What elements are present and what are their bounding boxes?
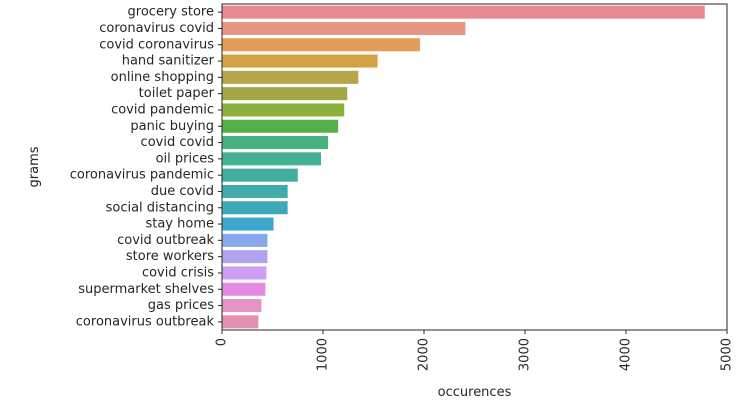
bar	[222, 315, 259, 329]
bar	[222, 299, 262, 313]
bar	[222, 54, 378, 68]
y-tick-label: coronavirus pandemic	[70, 168, 214, 183]
y-tick-label: gas prices	[148, 298, 214, 313]
x-tick-label: 0	[215, 338, 230, 346]
bar	[222, 70, 359, 84]
y-tick-label: due covid	[151, 184, 214, 199]
x-tick-label: 2000	[417, 338, 432, 371]
y-tick-label: coronavirus covid	[99, 21, 214, 36]
x-tick-label: 1000	[316, 338, 331, 371]
y-tick-label: panic buying	[130, 119, 214, 134]
bar	[222, 282, 266, 296]
y-tick-label: covid crisis	[142, 265, 214, 280]
y-tick-label: store workers	[126, 249, 214, 264]
x-tick-label: 4000	[619, 338, 634, 371]
bar	[222, 136, 329, 150]
bars-layer	[222, 5, 705, 329]
y-tick-label: social distancing	[106, 200, 214, 215]
y-tick-label: covid coronavirus	[99, 37, 214, 52]
bar	[222, 119, 339, 133]
y-tick-label: coronavirus outbreak	[76, 314, 215, 329]
y-tick-label: hand sanitizer	[122, 54, 215, 69]
bar	[222, 103, 345, 117]
y-tick-label: toilet paper	[139, 86, 215, 101]
y-tick-label: grocery store	[128, 5, 214, 20]
bar	[222, 5, 705, 19]
bar	[222, 201, 288, 215]
bar	[222, 21, 466, 35]
bar	[222, 184, 288, 198]
y-tick-label: oil prices	[156, 151, 215, 166]
x-tick-label: 5000	[720, 338, 735, 371]
bar	[222, 87, 348, 101]
bar	[222, 152, 321, 166]
y-tick-label: stay home	[145, 217, 214, 232]
x-tick-label: 3000	[518, 338, 533, 371]
bar	[222, 250, 268, 264]
plot-frame	[221, 3, 728, 331]
y-tick-label: supermarket shelves	[78, 282, 214, 297]
y-tick-label: covid covid	[141, 135, 214, 150]
x-tick-labels: 0 1000 2000 3000 4000 5000	[215, 330, 735, 371]
y-tick-label: online shopping	[111, 70, 214, 85]
y-axis-label: grams	[27, 146, 42, 187]
bar	[222, 233, 268, 247]
bar	[222, 217, 274, 231]
bar	[222, 266, 267, 280]
y-tick-label: covid outbreak	[117, 233, 214, 248]
y-tick-label: covid pandemic	[111, 102, 214, 117]
bar	[222, 38, 420, 52]
x-axis-label: occurences	[438, 385, 512, 400]
bar	[222, 168, 298, 182]
